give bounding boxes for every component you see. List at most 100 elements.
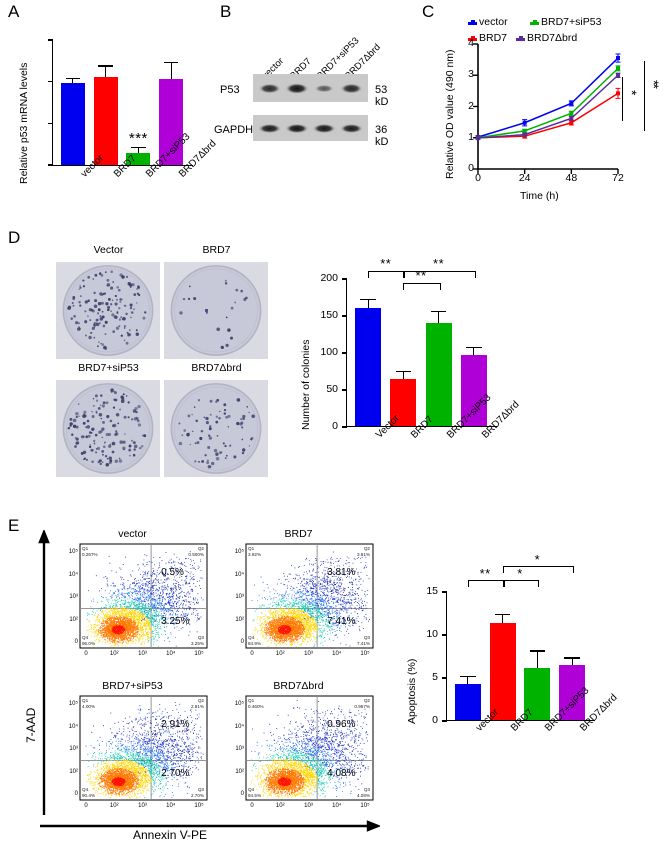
flow-upper-pct-0: 0.5% [161, 567, 184, 578]
quadrant-value-Q2-0: 0.500% [188, 552, 204, 557]
panel-e-bracket-2 [503, 566, 575, 573]
panel-d-plate-label-2: BRD7+siP53 [56, 362, 161, 374]
panel-c-star-1: ** [647, 80, 661, 87]
panel-d-star-0: ** [374, 257, 398, 270]
errorbar-3 [171, 63, 172, 79]
errorbar-0 [467, 677, 468, 684]
panel-d-bracket-2 [403, 283, 440, 290]
flow-xtick-2-0: 0 [78, 803, 94, 809]
plate-image-BRD7+siP53 [56, 380, 160, 477]
flow-ytick-0-4: 10⁵ [58, 549, 78, 555]
quadrant-name-Q2-0: Q2 [198, 546, 204, 551]
panel-d-ytick-3: 150 [308, 309, 338, 321]
panel-e-xlabel: Annexin V-PE [133, 828, 207, 842]
panel-d-significance: ****** [346, 255, 506, 285]
panel-c-legend-item-3: BRD7Δbrd [516, 32, 577, 44]
panel-c-legend-item-0: vector [468, 16, 508, 28]
panel-d-plate-label-0: Vector [56, 244, 161, 256]
panel-d-plate-3 [164, 380, 268, 477]
quadrant-value-Q4-0: 96.0% [82, 641, 95, 646]
errorbar-cap-2 [431, 311, 447, 312]
flow-xtick-3-0: 0 [244, 803, 260, 809]
panel-c-lines [478, 44, 626, 173]
legend-marker-dot-3 [519, 36, 523, 40]
panel-c-bracket-1 [644, 61, 645, 131]
panel-d-plate-label-3: BRD7Δbrd [164, 362, 269, 374]
errorbar-1 [105, 67, 106, 77]
flow-ytick-1-2: 10³ [224, 594, 244, 600]
panel-c-significance: *** [618, 59, 664, 159]
plate-image-BRD7Δbrd [164, 380, 268, 477]
errorbar-2 [438, 312, 439, 323]
errorbar-cap-0 [360, 299, 376, 300]
quadrant-name-Q3-3: Q3 [364, 787, 370, 792]
quadrant-name-Q1-1: Q1 [248, 546, 254, 551]
flow-ytick-1-1: 10² [224, 617, 244, 623]
panel-e-y-arrow [38, 530, 50, 815]
flow-upper-pct-2: 2.91% [161, 719, 189, 730]
quadrant-value-Q1-3: 0.460% [248, 704, 264, 709]
panel-b-p53-blot [253, 74, 368, 102]
plate-image-BRD7 [164, 262, 268, 359]
errorbar-1 [403, 372, 404, 379]
flow-lower-pct-3: 4.08% [327, 768, 355, 779]
flow-ytick-3-1: 10² [224, 769, 244, 775]
panel-b-gapdh-mw: 36 kD [375, 124, 388, 148]
panel-d-ytick-0: 0 [308, 420, 338, 432]
flow-xtick-3-4: 10⁵ [357, 803, 373, 809]
panel-b-p53-label: P53 [220, 84, 240, 96]
quadrant-name-Q3-0: Q3 [198, 635, 204, 640]
quadrant-name-Q1-0: Q1 [82, 546, 88, 551]
panel-e-significance: **** [446, 560, 606, 594]
panel-d-plate-2 [56, 380, 160, 477]
quadrant-name-Q2-1: Q2 [364, 546, 370, 551]
flow-ytick-1-0: 0 [224, 639, 244, 645]
panel-d-bracket-0 [368, 271, 405, 278]
panel-e-star-0: ** [473, 567, 497, 580]
errorbar-cap-3 [564, 657, 580, 658]
quadrant-name-Q4-3: Q4 [248, 787, 254, 792]
flow-xtick-3-1: 10² [272, 803, 288, 809]
quadrant-value-Q4-2: 90.4% [82, 793, 95, 798]
quadrant-value-Q3-1: 7.41% [357, 641, 370, 646]
flow-xtick-1-0: 0 [244, 651, 260, 657]
panel-c-bracket-0 [622, 77, 623, 121]
flow-xtick-3-3: 10⁴ [329, 803, 345, 809]
flow-lower-pct-2: 2.70% [161, 768, 189, 779]
errorbar-cap-3 [466, 347, 482, 348]
quadrant-value-Q1-0: 0.267% [82, 552, 98, 557]
legend-label-3: BRD7Δbrd [527, 32, 577, 44]
panel-d-plates: Vector BRD7 BRD7+siP53 BRD7Δbrd [56, 244, 276, 494]
quadrant-name-Q3-2: Q3 [198, 787, 204, 792]
panel-e-x-arrow [40, 820, 380, 832]
panel-c-ytick-2: 2 [456, 100, 474, 112]
panel-c-ylabel: Relative OD value (490 nm) [444, 49, 456, 179]
panel-b-p53-mw: 53 kD [375, 84, 388, 108]
quadrant-name-Q3-1: Q3 [364, 635, 370, 640]
panel-e-star-2: * [525, 553, 549, 566]
panel-d-plate-label-1: BRD7 [164, 244, 269, 256]
panel-e-ytick-2: 10 [414, 628, 438, 640]
errorbar-3 [572, 659, 573, 666]
quadrant-value-Q4-1: 84.9% [248, 641, 261, 646]
flow-xtick-0-3: 10⁴ [163, 651, 179, 657]
quadrant-value-Q1-2: 4.00% [82, 704, 95, 709]
quadrant-name-Q2-2: Q2 [198, 698, 204, 703]
quadrant-value-Q2-3: 0.957% [354, 704, 370, 709]
panel-c-xtick-2: 48 [562, 172, 580, 184]
flow-xtick-0-1: 10² [106, 651, 122, 657]
quadrant-value-Q1-1: 3.92% [248, 552, 261, 557]
errorbar-cap-0 [460, 676, 476, 677]
flow-ytick-3-3: 10⁴ [224, 724, 244, 730]
legend-marker-dot-1 [533, 20, 537, 24]
panel-b-letter: B [220, 2, 231, 22]
y-axis-arrow [38, 530, 50, 815]
panel-c-ytick-4: 4 [456, 37, 474, 49]
quadrant-value-Q3-0: 3.25% [191, 641, 204, 646]
panel-b-gapdh-blot [253, 115, 368, 141]
legend-marker-dot-0 [471, 20, 475, 24]
